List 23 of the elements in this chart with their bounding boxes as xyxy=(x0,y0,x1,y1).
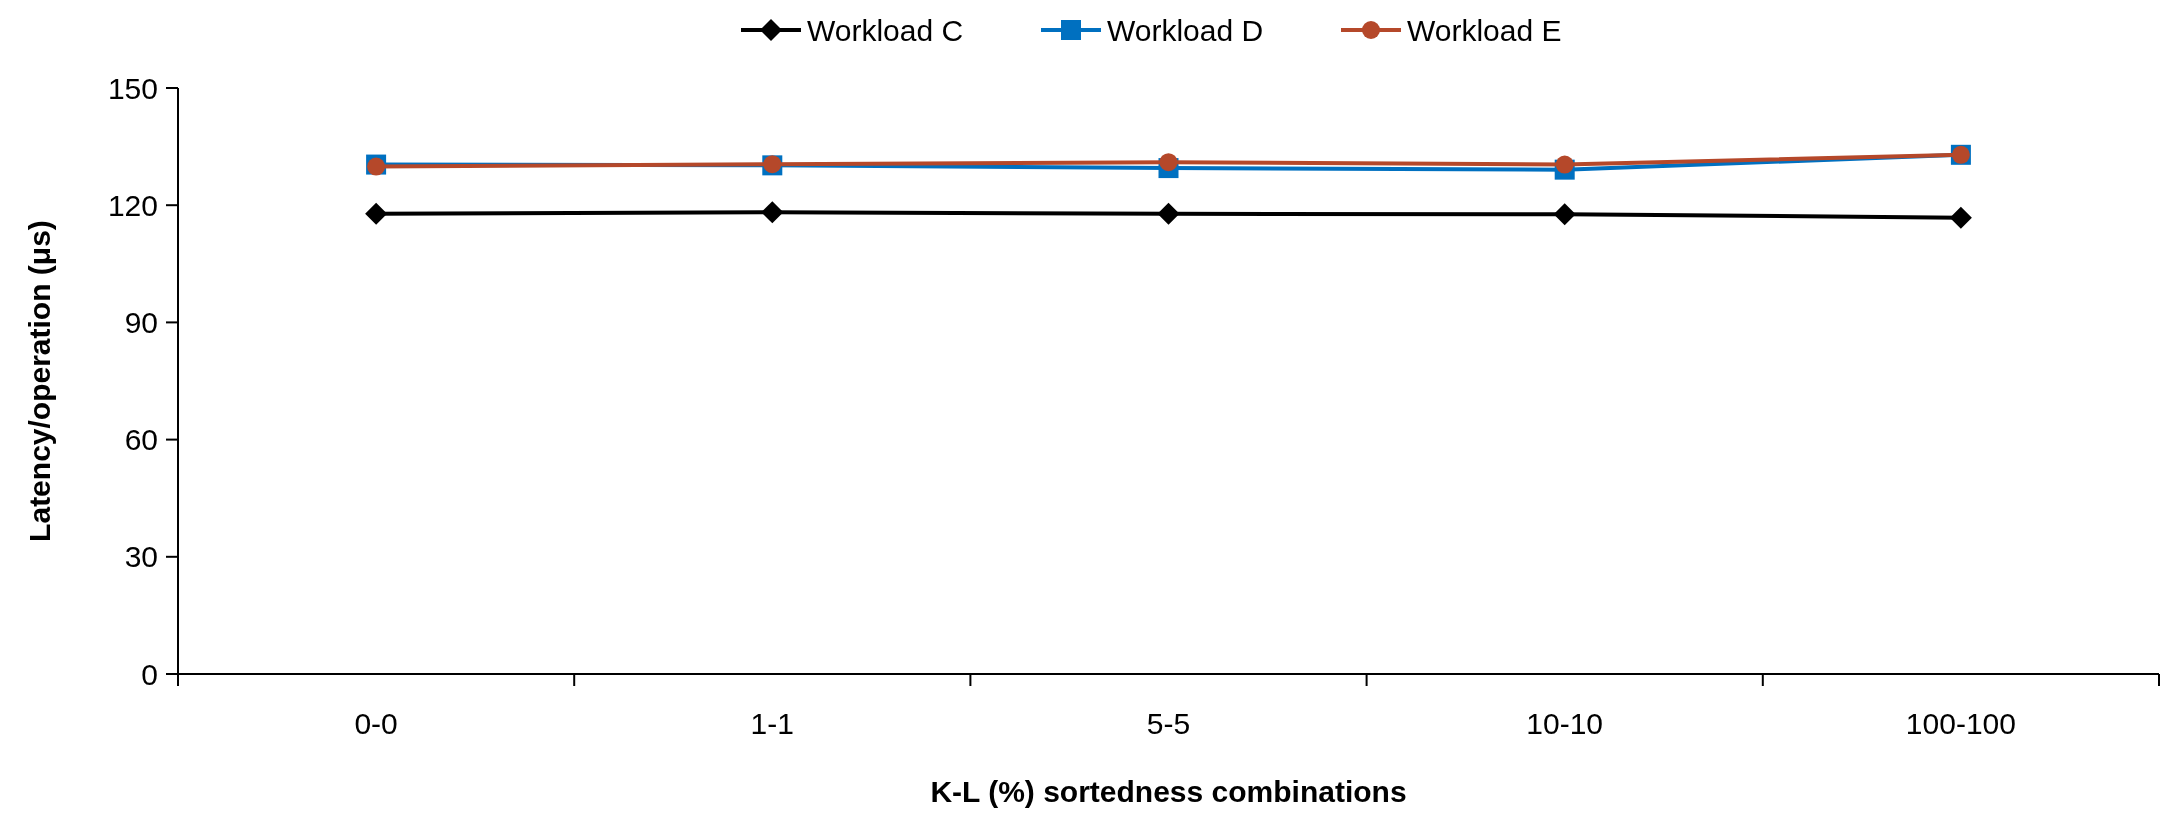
legend-label: Workload D xyxy=(1107,13,1264,47)
x-tick-label: 100-100 xyxy=(1905,707,2016,740)
x-axis-title: K-L (%) sortedness combinations xyxy=(930,775,1407,808)
point xyxy=(761,201,784,224)
y-tick-label: 150 xyxy=(107,71,158,105)
legend-label: Workload E xyxy=(1407,13,1562,47)
y-tick-label: 120 xyxy=(107,188,158,222)
y-tick-label: 90 xyxy=(124,305,158,339)
y-tick-label: 30 xyxy=(124,540,158,574)
point xyxy=(1949,206,1972,229)
y-tick-label: 0 xyxy=(141,657,158,691)
point xyxy=(1553,203,1576,226)
point xyxy=(365,202,388,225)
x-tick-label: 1-1 xyxy=(750,707,794,740)
x-tick-label: 5-5 xyxy=(1146,707,1191,740)
point xyxy=(1555,155,1574,174)
y-tick-label: 60 xyxy=(124,423,158,457)
point xyxy=(1157,202,1180,225)
point xyxy=(1159,153,1178,172)
legend-label: Workload C xyxy=(807,13,964,47)
x-tick-label: 0-0 xyxy=(354,707,398,740)
x-tick-label: 10-10 xyxy=(1526,707,1604,740)
y-axis-title: Latency/operation (μs) xyxy=(23,220,56,542)
